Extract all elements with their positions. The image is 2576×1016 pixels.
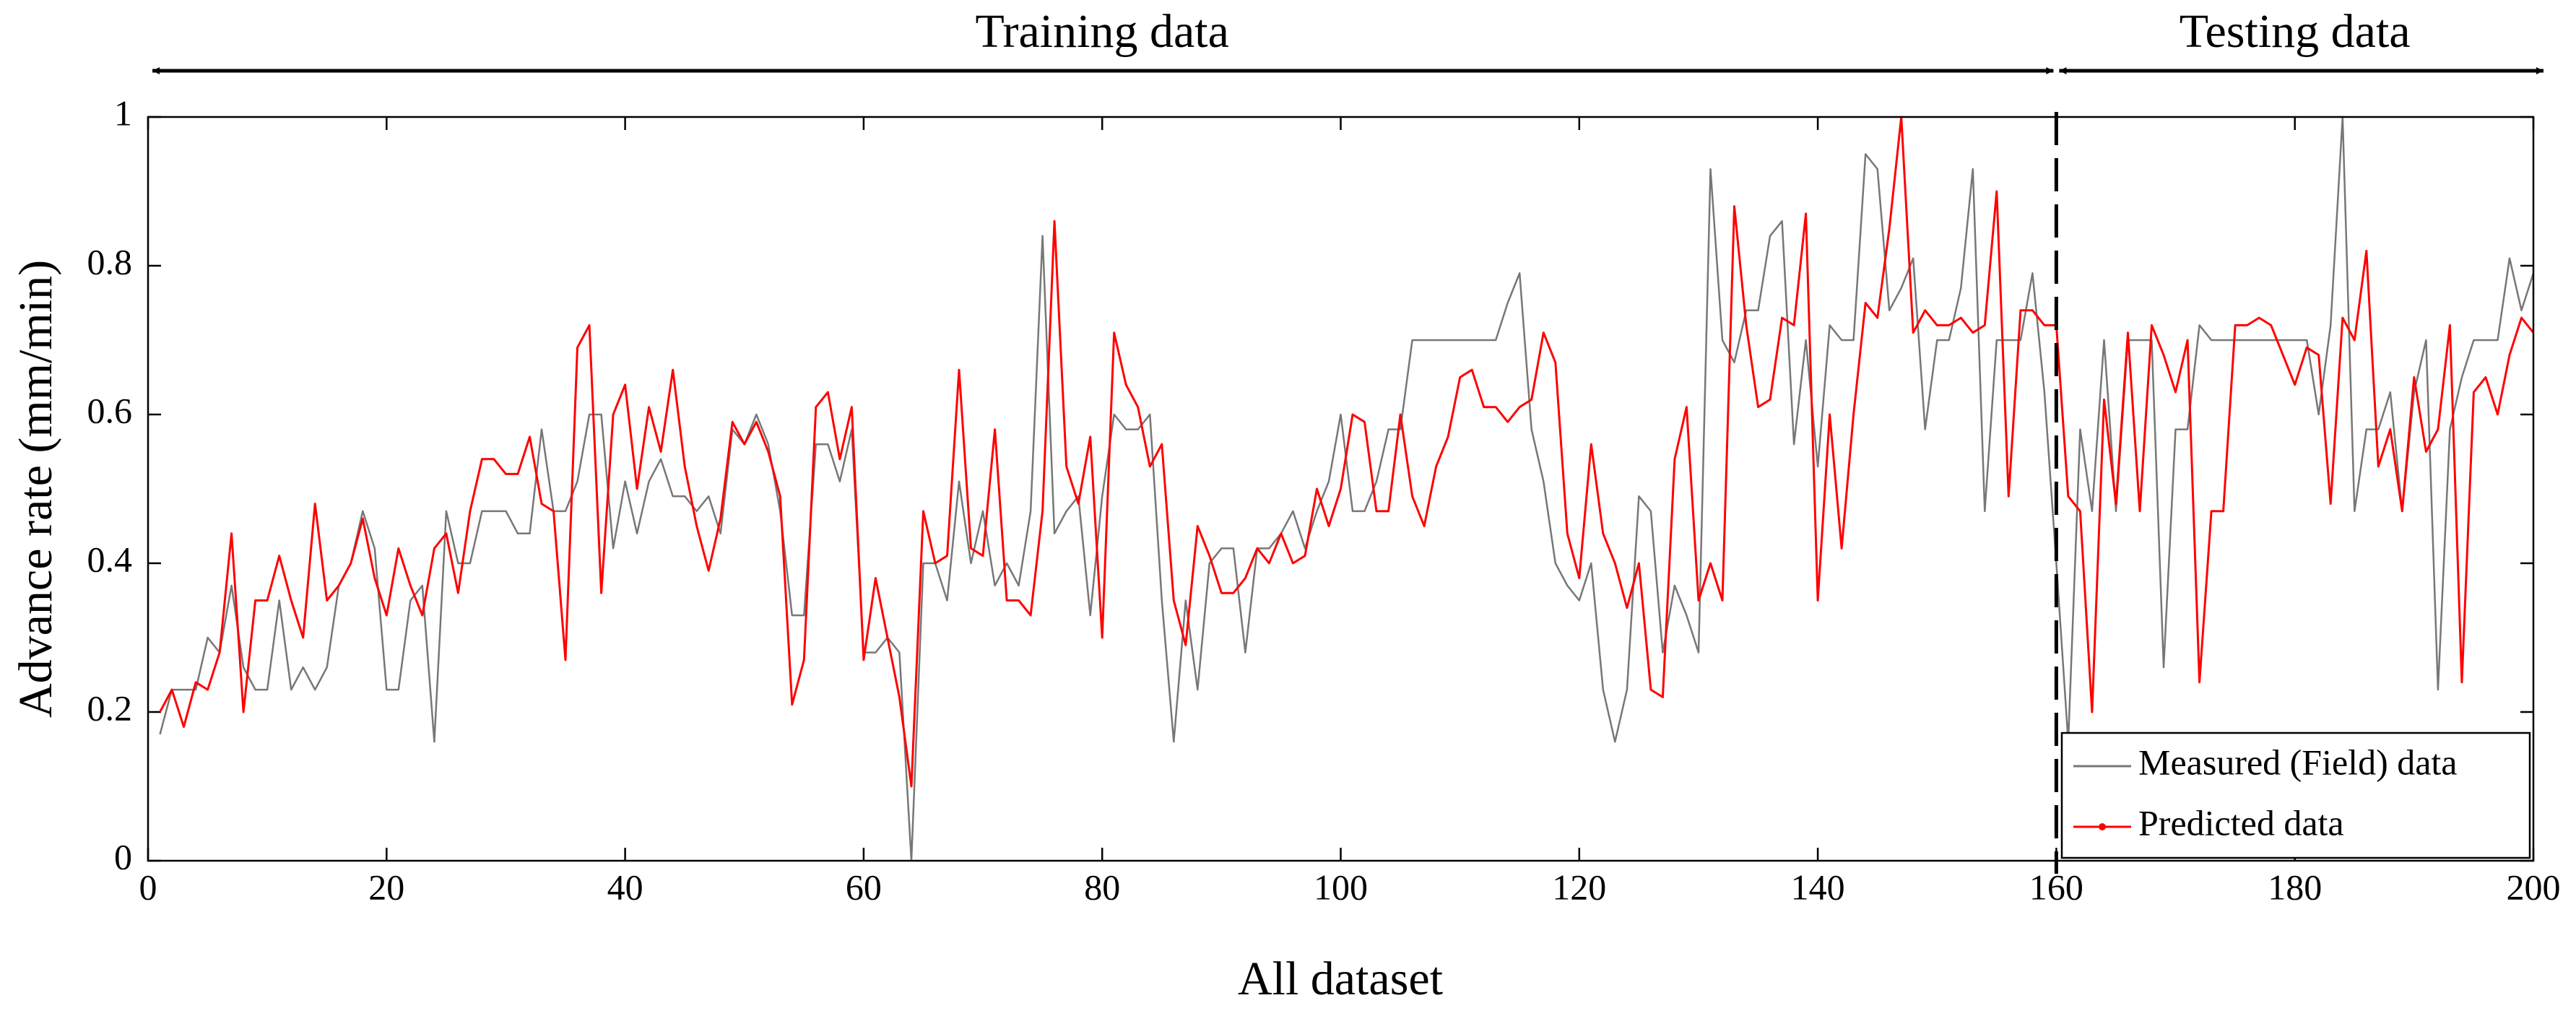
annotation: Testing data: [2180, 5, 2411, 58]
x-tick-label: 200: [2507, 867, 2561, 907]
legend-label: Measured (Field) data: [2138, 742, 2458, 782]
x-tick-label: 20: [368, 867, 404, 907]
annotation: Training data: [976, 5, 1229, 58]
x-tick-label: 0: [139, 867, 157, 907]
y-tick-label: 0.6: [87, 390, 133, 430]
legend-box: [2060, 731, 2531, 859]
legend: Measured (Field) data Predicted data: [2060, 731, 2531, 859]
plot-frame: [147, 116, 2535, 862]
data-line: [159, 116, 2535, 788]
x-tick-label: 100: [1314, 867, 1368, 907]
legend-marker: [2099, 823, 2106, 830]
x-axis-label: All dataset: [1238, 952, 1443, 1005]
x-tick-label: 180: [2268, 867, 2322, 907]
y-tick-label: 0: [114, 836, 132, 877]
y-tick-label: 1: [114, 92, 132, 133]
x-tick-label: 140: [1791, 867, 1845, 907]
data-line: [159, 116, 2535, 862]
y-tick-label: 0.8: [87, 241, 133, 282]
x-tick-label: 80: [1084, 867, 1120, 907]
y-tick-label: 0.4: [87, 539, 133, 579]
x-tick-label: 60: [846, 867, 882, 907]
x-tick-label: 120: [1552, 867, 1606, 907]
y-tick-label: 0.2: [87, 687, 133, 728]
legend-label: Predicted data: [2138, 802, 2344, 843]
x-tick-label: 40: [607, 867, 643, 907]
y-axis-label: Advance rate (mm/min): [9, 260, 62, 718]
